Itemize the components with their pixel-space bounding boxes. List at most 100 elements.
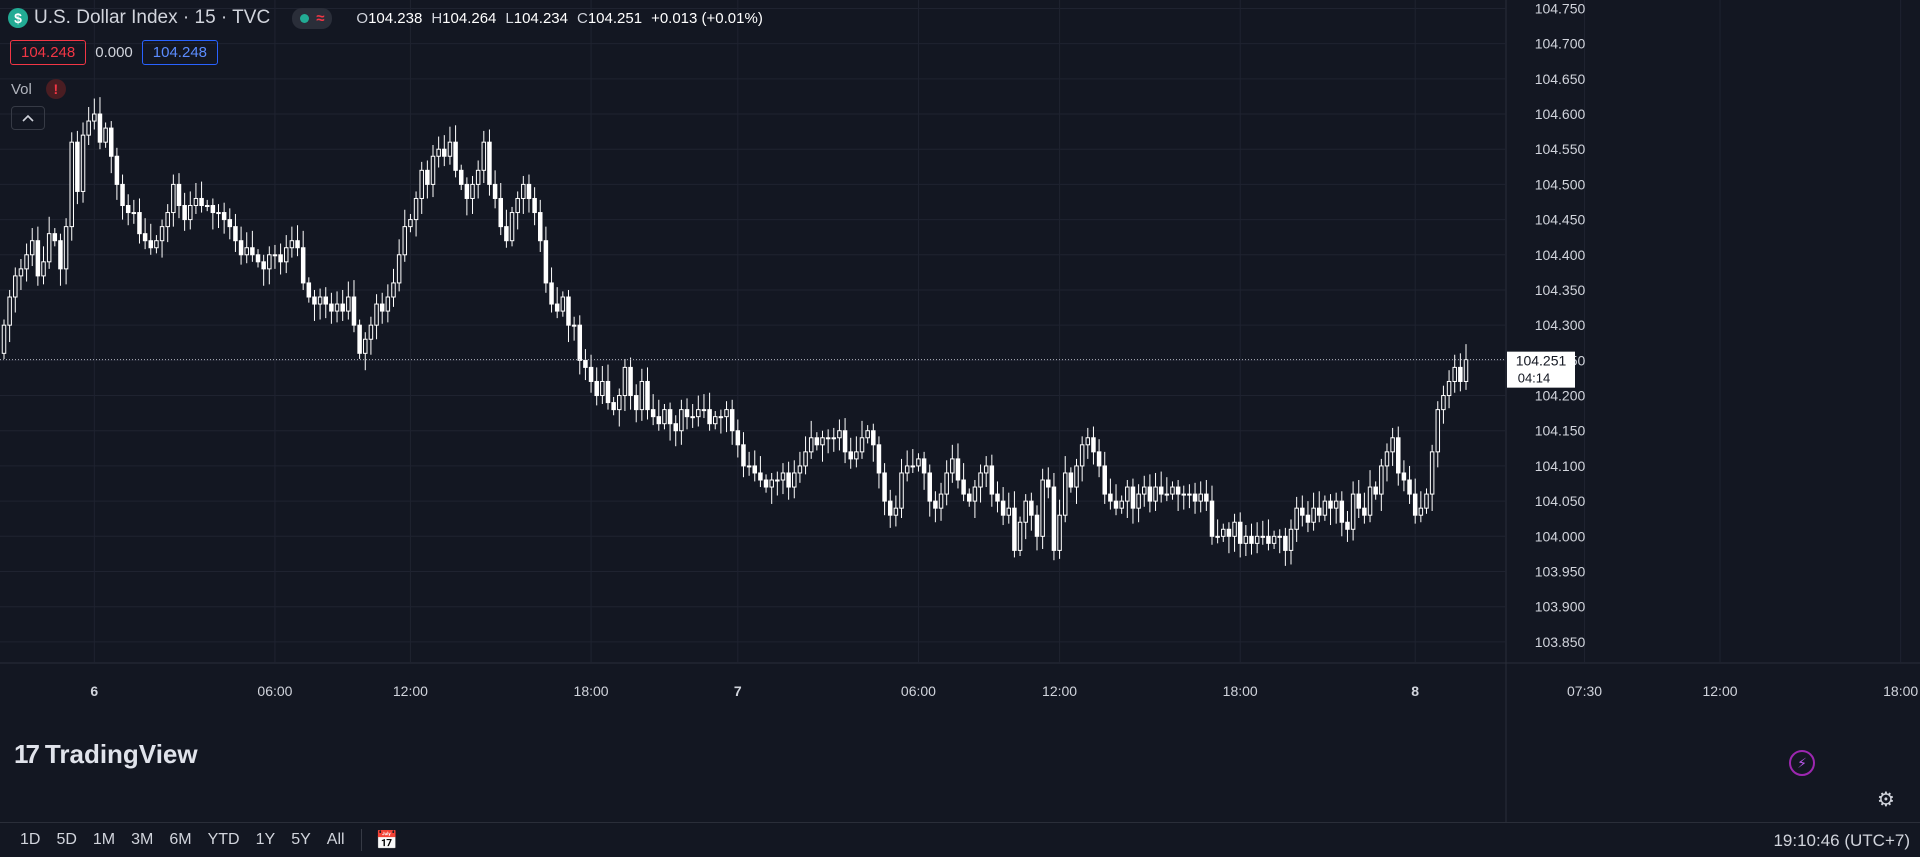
candle-body — [554, 303, 560, 312]
candle-body — [430, 155, 436, 185]
candle-body — [1396, 437, 1401, 474]
candle-body — [1373, 486, 1378, 495]
divider — [360, 829, 362, 851]
market-status[interactable]: ≈ — [292, 7, 333, 29]
candle-body — [261, 261, 266, 270]
candle-body — [210, 205, 216, 214]
timeframe-button-5d[interactable]: 5D — [56, 831, 77, 848]
timeframe-button-6m[interactable]: 6M — [169, 831, 192, 848]
candle-body — [1339, 500, 1345, 523]
candle-body — [1079, 444, 1085, 467]
candle-body — [244, 247, 249, 256]
price-tick-label: 103.900 — [1535, 599, 1586, 615]
candle-body — [312, 296, 317, 305]
price-axis[interactable]: 103.850 103.900 103.950 104.000 104.050 104.1… — [1535, 0, 1586, 649]
candle-body — [887, 500, 893, 516]
candle-body — [628, 366, 633, 397]
timeframe-button-1y[interactable]: 1Y — [255, 831, 276, 848]
candle-body — [323, 296, 329, 305]
candle-body — [504, 226, 509, 242]
candle-body — [961, 479, 966, 495]
candle-body — [272, 254, 278, 257]
price-tick-label: 104.050 — [1535, 493, 1586, 509]
settings-gear-icon[interactable]: ⚙ — [1877, 789, 1895, 811]
timeframe-button-1m[interactable]: 1M — [92, 831, 116, 848]
clock-timezone[interactable]: 19:10:46 (UTC+7) — [1773, 831, 1910, 850]
candle-body — [758, 472, 763, 481]
ohlc-values: O104.238 H104.264 L104.234 C104.251 +0.0… — [356, 9, 763, 27]
candle-body — [176, 183, 182, 207]
candle-body — [306, 282, 312, 298]
candle-body — [656, 416, 662, 425]
candle-body — [543, 240, 549, 284]
candle-body — [526, 183, 532, 199]
chevron-up-icon — [22, 114, 34, 122]
candle-body — [1012, 507, 1017, 551]
candle-body — [120, 183, 125, 207]
candle-body — [154, 240, 159, 249]
candle-body — [1367, 486, 1373, 516]
candle-body — [1040, 479, 1045, 537]
time-tick-label: 12:00 — [393, 683, 428, 699]
candle-body — [447, 141, 453, 157]
calendar-goto-date-icon[interactable]: 📅 — [375, 829, 398, 850]
candle-body — [1153, 486, 1158, 502]
logo-text: TradingView — [44, 739, 198, 769]
candle-body — [1046, 479, 1051, 488]
sell-price-button[interactable]: 104.248 — [10, 40, 87, 65]
candle-body — [329, 303, 334, 312]
candle-body — [1074, 465, 1079, 488]
candle-body — [679, 409, 684, 432]
close-value: 104.251 — [587, 9, 643, 27]
time-axis[interactable]: 6 06:00 12:00 18:00 7 06:00 12:00 18:00 8 07:30 12… — [90, 683, 1918, 699]
candle-body — [600, 380, 605, 397]
candle-body — [690, 416, 695, 419]
candle-body — [1170, 486, 1175, 495]
candle-body — [295, 240, 300, 249]
candle-body — [453, 141, 458, 171]
timeframe-button-ytd[interactable]: YTD — [207, 831, 240, 848]
candle-body — [351, 296, 357, 326]
candle-body — [1187, 493, 1192, 496]
candle-body — [1192, 493, 1198, 502]
candle-body — [955, 458, 961, 481]
candle-body — [289, 240, 295, 249]
candle-body — [978, 472, 983, 488]
candle-body — [967, 493, 972, 502]
candle-body — [950, 458, 955, 474]
candle-body — [35, 240, 41, 277]
candle-body — [972, 486, 978, 502]
candle-body — [1418, 507, 1424, 516]
buy-price-button[interactable]: 104.248 — [141, 40, 219, 65]
candle-body — [204, 205, 210, 208]
candle-body — [1, 324, 7, 354]
warning-icon[interactable]: ! — [45, 79, 66, 99]
candle-body — [1350, 493, 1356, 530]
symbol-title[interactable]: U.S. Dollar Index · 15 · TVC — [34, 7, 271, 28]
candle-body — [639, 380, 645, 411]
tradingview-logo[interactable]: 17 TradingView — [14, 739, 198, 770]
timeframe-button-all[interactable]: All — [326, 831, 345, 848]
collapse-legend-button[interactable] — [11, 106, 45, 130]
volume-indicator[interactable]: Vol ! — [11, 79, 66, 99]
candle-body — [792, 472, 797, 488]
candle-body — [1441, 395, 1446, 411]
candle-body — [1136, 493, 1141, 509]
timeframe-button-5y[interactable]: 5Y — [291, 831, 311, 848]
candle-body — [52, 233, 58, 242]
last-price-line: 104.251 04:14 — [0, 351, 1575, 388]
candle-body — [1164, 493, 1170, 496]
timeframe-button-1d[interactable]: 1D — [20, 831, 41, 848]
lightning-icon[interactable]: ⚡ — [1789, 750, 1815, 776]
price-tick-label: 104.100 — [1535, 458, 1586, 474]
last-price-label-box[interactable] — [1507, 351, 1575, 388]
candle-body — [18, 268, 24, 277]
volume-label: Vol — [11, 80, 32, 98]
candle-body — [267, 254, 272, 270]
dollar-icon[interactable]: $ — [8, 8, 28, 28]
timeframe-button-3m[interactable]: 3M — [131, 831, 154, 848]
candle-body — [1435, 409, 1441, 453]
tradingview-logo-icon: 17 — [14, 739, 40, 769]
market-open-icon — [300, 13, 310, 23]
